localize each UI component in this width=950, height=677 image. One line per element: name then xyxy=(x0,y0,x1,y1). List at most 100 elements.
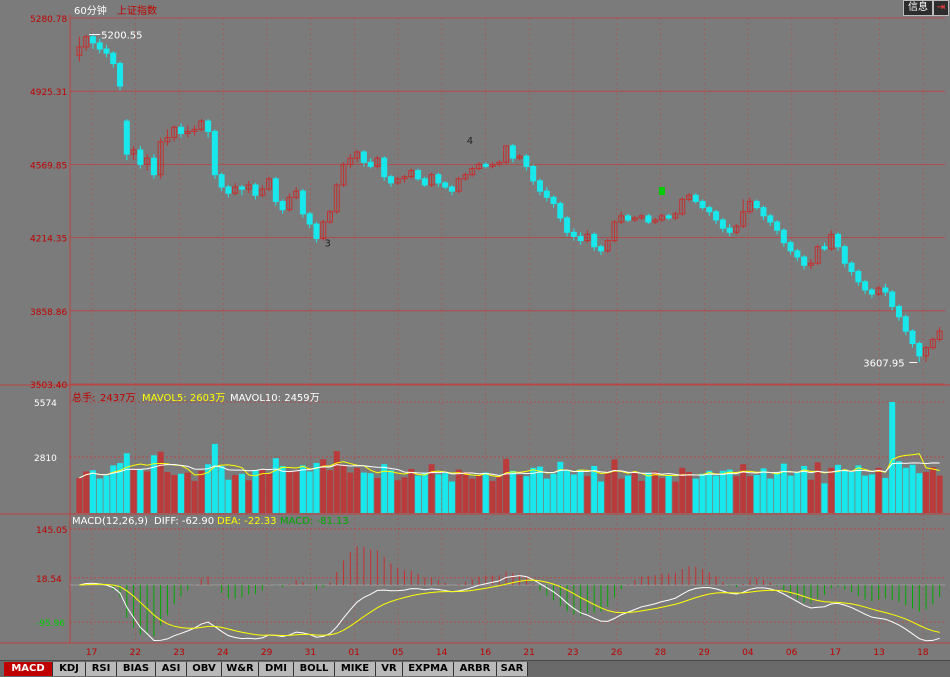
volume-bar xyxy=(591,466,598,513)
candle xyxy=(137,149,144,165)
candle xyxy=(597,246,604,252)
volume-bar xyxy=(205,464,212,513)
tab-macd[interactable]: MACD xyxy=(4,662,53,676)
volume-bar xyxy=(753,474,760,513)
candle xyxy=(130,149,137,155)
volume-tick-label: 2810 xyxy=(34,454,57,464)
volume-bar xyxy=(760,468,767,513)
candle xyxy=(76,46,83,56)
price-tick-label: 4214.35 xyxy=(30,235,67,245)
volume-bar xyxy=(320,459,327,513)
volume-bar xyxy=(387,470,394,513)
volume-bar xyxy=(821,483,828,513)
volume-bar xyxy=(245,480,252,513)
candle xyxy=(476,163,483,169)
candle xyxy=(638,215,645,219)
volume-bar xyxy=(96,478,103,513)
candle xyxy=(685,194,692,200)
volume-bar xyxy=(259,468,266,513)
candle xyxy=(401,176,408,180)
volume-bar xyxy=(787,475,794,513)
candle xyxy=(347,157,354,165)
candle xyxy=(89,36,96,44)
candle xyxy=(279,200,286,211)
x-tick-label: 26 xyxy=(611,648,623,658)
volume-bar xyxy=(218,466,225,513)
dea-line xyxy=(79,579,940,636)
candle xyxy=(699,200,706,209)
candle xyxy=(550,196,557,204)
candle xyxy=(157,141,164,176)
volume-bar xyxy=(807,479,814,513)
volume-bar xyxy=(597,481,604,513)
tab-expma[interactable]: EXPMA xyxy=(403,662,454,676)
candle xyxy=(631,217,638,221)
volume-bar xyxy=(184,472,191,513)
candle xyxy=(394,178,401,184)
exit-icon[interactable]: ⇥ xyxy=(933,0,949,16)
volume-bar xyxy=(611,459,618,513)
candle xyxy=(658,215,665,221)
candle xyxy=(340,163,347,186)
volume-bar xyxy=(841,469,848,513)
candle xyxy=(848,262,855,272)
tab-dmi[interactable]: DMI xyxy=(259,662,294,676)
volume-bar xyxy=(83,471,90,513)
candle xyxy=(882,287,889,293)
x-tick-label: 22 xyxy=(130,648,141,658)
volume-bar xyxy=(496,476,503,513)
candle xyxy=(117,62,124,87)
candle xyxy=(164,137,171,143)
volume-bar xyxy=(794,472,801,513)
tab-boll[interactable]: BOLL xyxy=(294,662,335,676)
volume-bar xyxy=(733,476,740,513)
candle xyxy=(482,163,489,167)
wave-3-label: 3 xyxy=(324,239,330,250)
candle xyxy=(333,184,340,213)
volume-bar xyxy=(381,464,388,513)
candle xyxy=(232,186,239,194)
volume-bar xyxy=(536,466,543,513)
tab-vr[interactable]: VR xyxy=(376,662,403,676)
volume-bar xyxy=(469,478,476,513)
volume-value: 2437万 xyxy=(100,393,136,404)
tab-kdj[interactable]: KDJ xyxy=(53,662,86,676)
tab-sar[interactable]: SAR xyxy=(497,662,528,676)
volume-bar xyxy=(543,478,550,513)
candle xyxy=(469,167,476,176)
volume-bar xyxy=(692,478,699,513)
candle xyxy=(374,157,381,167)
volume-bar xyxy=(516,474,523,513)
volume-bar xyxy=(306,471,313,513)
candle xyxy=(293,190,300,198)
volume-bar xyxy=(455,469,462,513)
volume-bar xyxy=(421,472,428,513)
volume-bar xyxy=(415,475,422,513)
tab-rsi[interactable]: RSI xyxy=(86,662,117,676)
macd-legend-name: MACD(12,26,9) xyxy=(72,516,148,527)
tab-asi[interactable]: ASI xyxy=(156,662,187,676)
macd-tick-label: 18.54 xyxy=(36,575,62,585)
candle xyxy=(435,174,442,184)
candle xyxy=(767,215,774,223)
tab-bias[interactable]: BIAS xyxy=(117,662,156,676)
high-value-label: 5200.55 xyxy=(101,31,142,42)
volume-bar xyxy=(293,471,300,513)
volume-bar xyxy=(570,474,577,513)
volume-bar xyxy=(435,474,442,513)
tab-mike[interactable]: MIKE xyxy=(335,662,376,676)
volume-bar xyxy=(272,458,279,513)
tab-arbr[interactable]: ARBR xyxy=(454,662,497,676)
candle xyxy=(902,316,909,332)
x-tick-label: 28 xyxy=(655,648,667,658)
tab-wr[interactable]: W&R xyxy=(222,662,259,676)
candle xyxy=(875,287,882,295)
info-button[interactable]: 信息 xyxy=(903,0,933,16)
tab-obv[interactable]: OBV xyxy=(187,662,222,676)
volume-bar xyxy=(360,472,367,513)
candle xyxy=(387,176,394,184)
volume-bar xyxy=(76,477,83,513)
mavol10-legend: MAVOL10: 2459万 xyxy=(230,393,320,404)
volume-bar xyxy=(726,469,733,513)
volume-bar xyxy=(855,465,862,513)
